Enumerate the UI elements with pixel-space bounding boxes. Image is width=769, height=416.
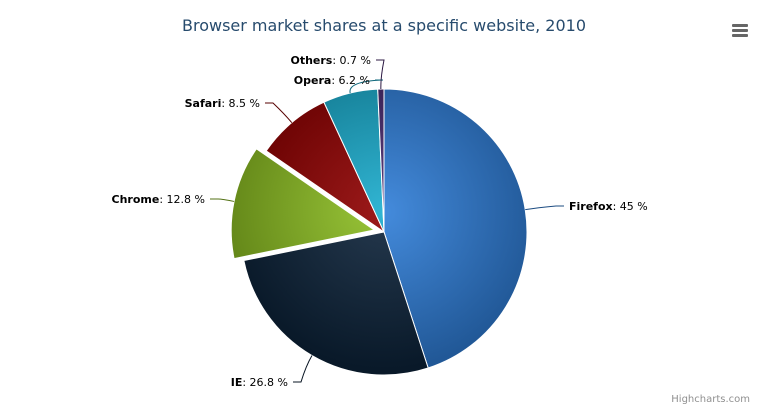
pie-slice-firefox[interactable] bbox=[383, 88, 528, 369]
connector-others bbox=[376, 59, 385, 90]
chart-title: Browser market shares at a specific webs… bbox=[182, 16, 586, 35]
data-label-ie: IE: 26.8 % bbox=[231, 376, 288, 389]
connector-chrome bbox=[210, 198, 235, 202]
connector-ie bbox=[293, 355, 313, 383]
data-label-safari: Safari: 8.5 % bbox=[185, 97, 260, 110]
pie-slice-ie[interactable] bbox=[243, 231, 429, 376]
connector-firefox bbox=[525, 205, 564, 211]
connector-safari bbox=[265, 102, 293, 124]
data-label-firefox: Firefox: 45 % bbox=[569, 200, 648, 213]
data-label-chrome: Chrome: 12.8 % bbox=[112, 193, 205, 206]
pie-slice-others[interactable] bbox=[377, 88, 385, 233]
hamburger-menu-icon[interactable] bbox=[730, 20, 754, 42]
credits-link[interactable]: Highcharts.com bbox=[671, 394, 750, 405]
data-label-others: Others: 0.7 % bbox=[290, 54, 371, 67]
connector-opera bbox=[349, 79, 384, 94]
data-label-opera: Opera: 6.2 % bbox=[294, 74, 370, 87]
